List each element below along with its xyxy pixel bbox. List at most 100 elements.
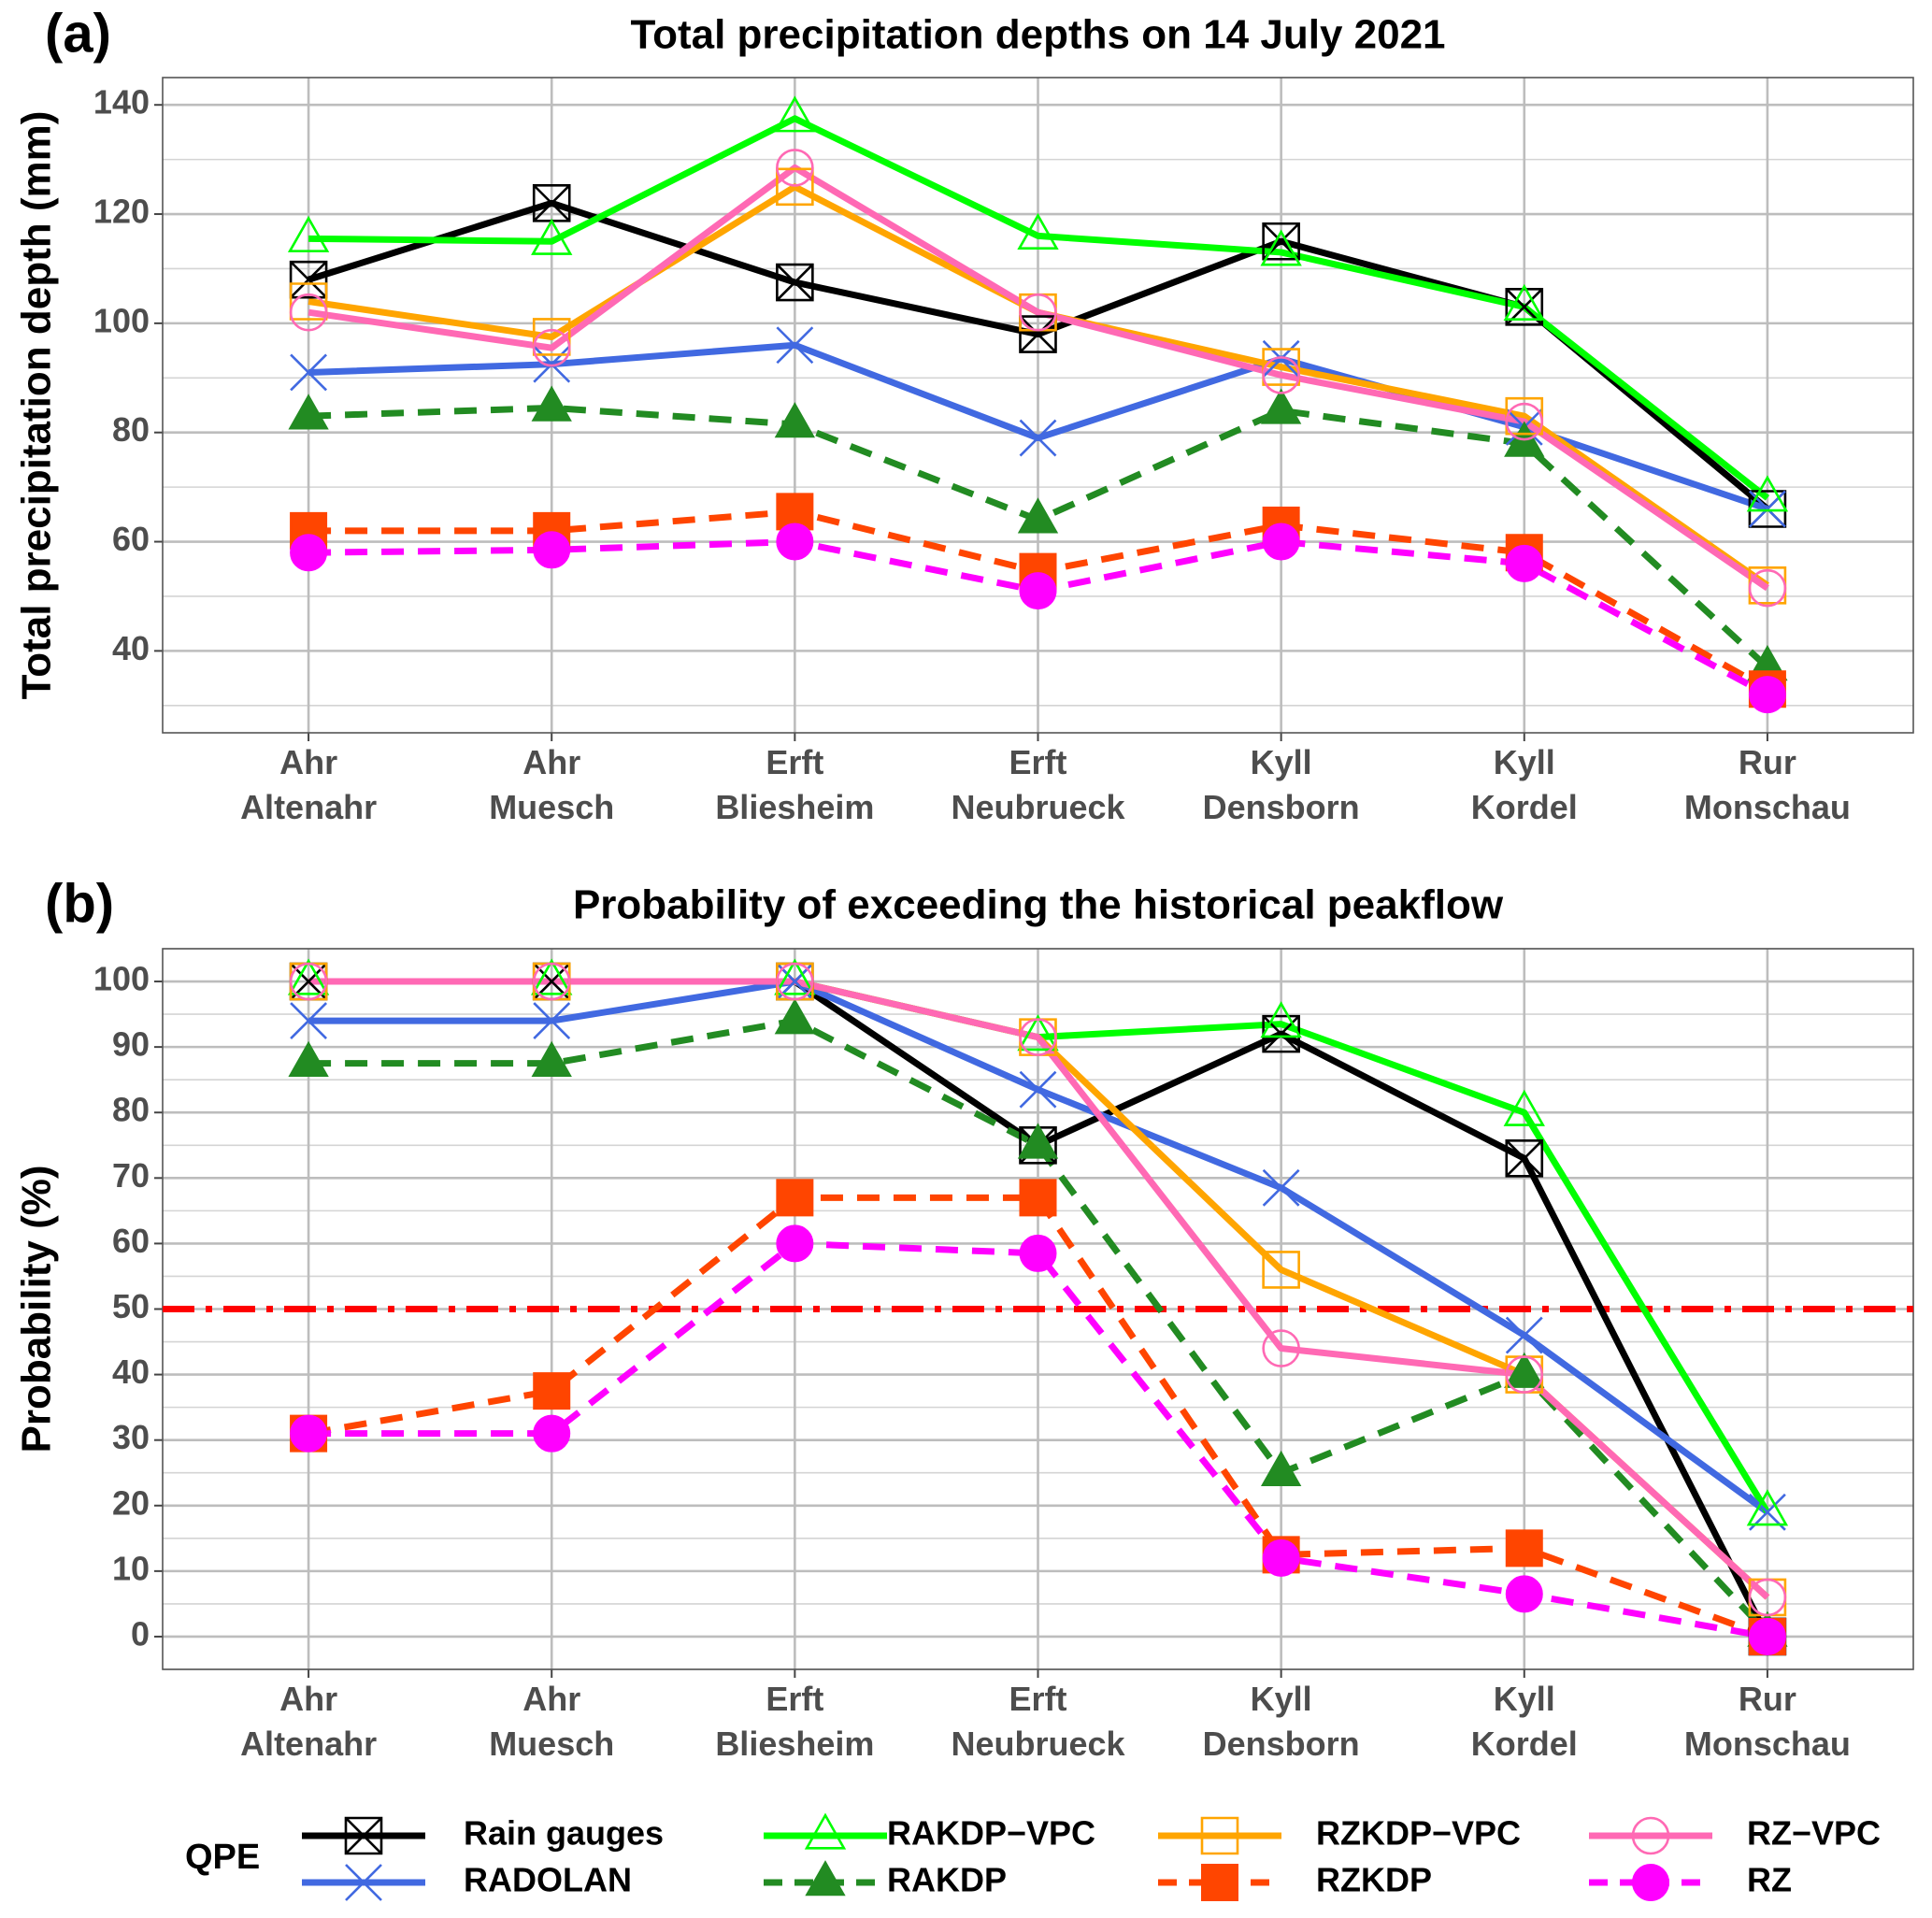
marker: [1017, 1123, 1059, 1159]
x-tick-label-line: Altenahr: [240, 1725, 377, 1763]
marker: [1017, 212, 1059, 250]
y-tick-label: 100: [93, 960, 150, 998]
marker: [287, 215, 330, 252]
marker: [1262, 1251, 1300, 1289]
y-axis-title: Probability (%): [14, 1165, 60, 1453]
x-tick-label-line: Ahr: [279, 1680, 337, 1718]
x-tick-label-line: Kyll: [1251, 743, 1312, 781]
marker: [1505, 402, 1544, 441]
legend-label: RADOLAN: [464, 1861, 632, 1899]
marker: [1503, 1089, 1545, 1126]
marker: [532, 184, 571, 222]
marker: [774, 95, 816, 133]
x-tick-label: Rur Monschau: [1684, 1680, 1851, 1763]
marker: [1260, 1450, 1302, 1487]
marker: [289, 293, 328, 332]
marker: [1019, 293, 1057, 332]
x-tick-label-line: Ahr: [522, 743, 580, 781]
marker: [1503, 283, 1545, 321]
marker: [533, 531, 571, 569]
x-tick-label-line: Bliesheim: [715, 1725, 874, 1763]
marker: [1019, 572, 1057, 610]
marker: [1262, 339, 1300, 378]
marker: [1262, 1329, 1300, 1367]
marker: [1017, 1014, 1059, 1052]
legend-label: RZKDP: [1316, 1861, 1432, 1899]
marker: [287, 958, 330, 995]
marker: [1260, 229, 1302, 266]
x-tick-label: Erft Neubrueck: [951, 743, 1125, 826]
y-tick-label: 120: [93, 193, 150, 231]
x-tick-label-line: Altenahr: [240, 788, 377, 826]
x-tick-label-line: Bliesheim: [715, 788, 874, 826]
legend-key-marker: [1201, 1864, 1238, 1901]
marker: [1019, 1070, 1057, 1109]
marker: [776, 149, 814, 187]
legend-key-marker: [1632, 1864, 1669, 1901]
x-tick-label-line: Monschau: [1684, 788, 1851, 826]
x-tick-label-line: Rur: [1739, 743, 1796, 781]
x-tick-label: Ahr Altenahr: [240, 1680, 377, 1763]
marker: [532, 962, 571, 1001]
x-tick-label: Erft Neubrueck: [951, 1680, 1125, 1763]
y-tick-label: 80: [112, 1091, 150, 1129]
marker: [776, 962, 814, 1001]
legend-key-marker: [1200, 1816, 1239, 1855]
marker: [1262, 1168, 1300, 1207]
y-tick-label: 60: [112, 520, 150, 558]
y-tick-label: 80: [112, 410, 150, 449]
marker: [290, 1002, 328, 1040]
legend-key-marker: [805, 1860, 846, 1897]
marker: [1505, 1316, 1543, 1354]
legend-label: Rain gauges: [464, 1814, 664, 1853]
marker: [1260, 388, 1302, 424]
x-tick-label-line: Kyll: [1251, 1680, 1312, 1718]
marker: [531, 1040, 572, 1077]
marker: [290, 353, 328, 392]
x-tick-label: Ahr Muesch: [489, 743, 614, 826]
marker: [533, 1002, 571, 1040]
marker: [1505, 1529, 1543, 1567]
marker: [288, 394, 329, 430]
marker: [1505, 544, 1543, 582]
x-tick-label-line: Kordel: [1471, 1725, 1578, 1763]
legend-key-marker: [804, 1812, 847, 1850]
marker: [1748, 568, 1787, 608]
marker: [1019, 1018, 1057, 1056]
x-tick-label: Kyll Kordel: [1471, 1680, 1578, 1763]
x-tick-label-line: Neubrueck: [951, 788, 1125, 826]
legend-label: RAKDP: [887, 1861, 1007, 1899]
x-tick-label: Ahr Muesch: [489, 1680, 614, 1763]
y-tick-label: 10: [112, 1549, 150, 1587]
x-tick-label-line: Densborn: [1203, 788, 1360, 826]
marker: [776, 167, 814, 207]
panel-label: (a): [45, 3, 111, 64]
marker: [532, 328, 571, 367]
y-tick-label: 70: [112, 1156, 150, 1195]
marker: [1019, 419, 1057, 457]
marker: [1262, 522, 1300, 561]
panel-label: (b): [45, 873, 114, 934]
marker: [531, 958, 573, 995]
marker: [776, 522, 814, 561]
marker: [290, 534, 328, 572]
marker: [290, 1414, 328, 1453]
x-tick-label: Ahr Altenahr: [240, 743, 377, 826]
legend-label: RZ: [1747, 1861, 1792, 1899]
y-tick-label: 90: [112, 1025, 150, 1064]
marker: [1504, 1352, 1545, 1388]
marker: [533, 1414, 571, 1453]
y-tick-label: 40: [112, 1353, 150, 1391]
marker: [1505, 1575, 1543, 1613]
x-tick-label-line: Erft: [766, 1680, 823, 1718]
x-tick-label: Erft Bliesheim: [715, 743, 874, 826]
x-tick-label-line: Kyll: [1494, 1680, 1555, 1718]
y-tick-label: 100: [93, 301, 150, 339]
marker: [776, 263, 814, 302]
y-tick-label: 140: [93, 83, 150, 122]
marker: [1746, 1489, 1789, 1526]
y-tick-label: 60: [112, 1222, 150, 1260]
marker: [533, 345, 571, 383]
